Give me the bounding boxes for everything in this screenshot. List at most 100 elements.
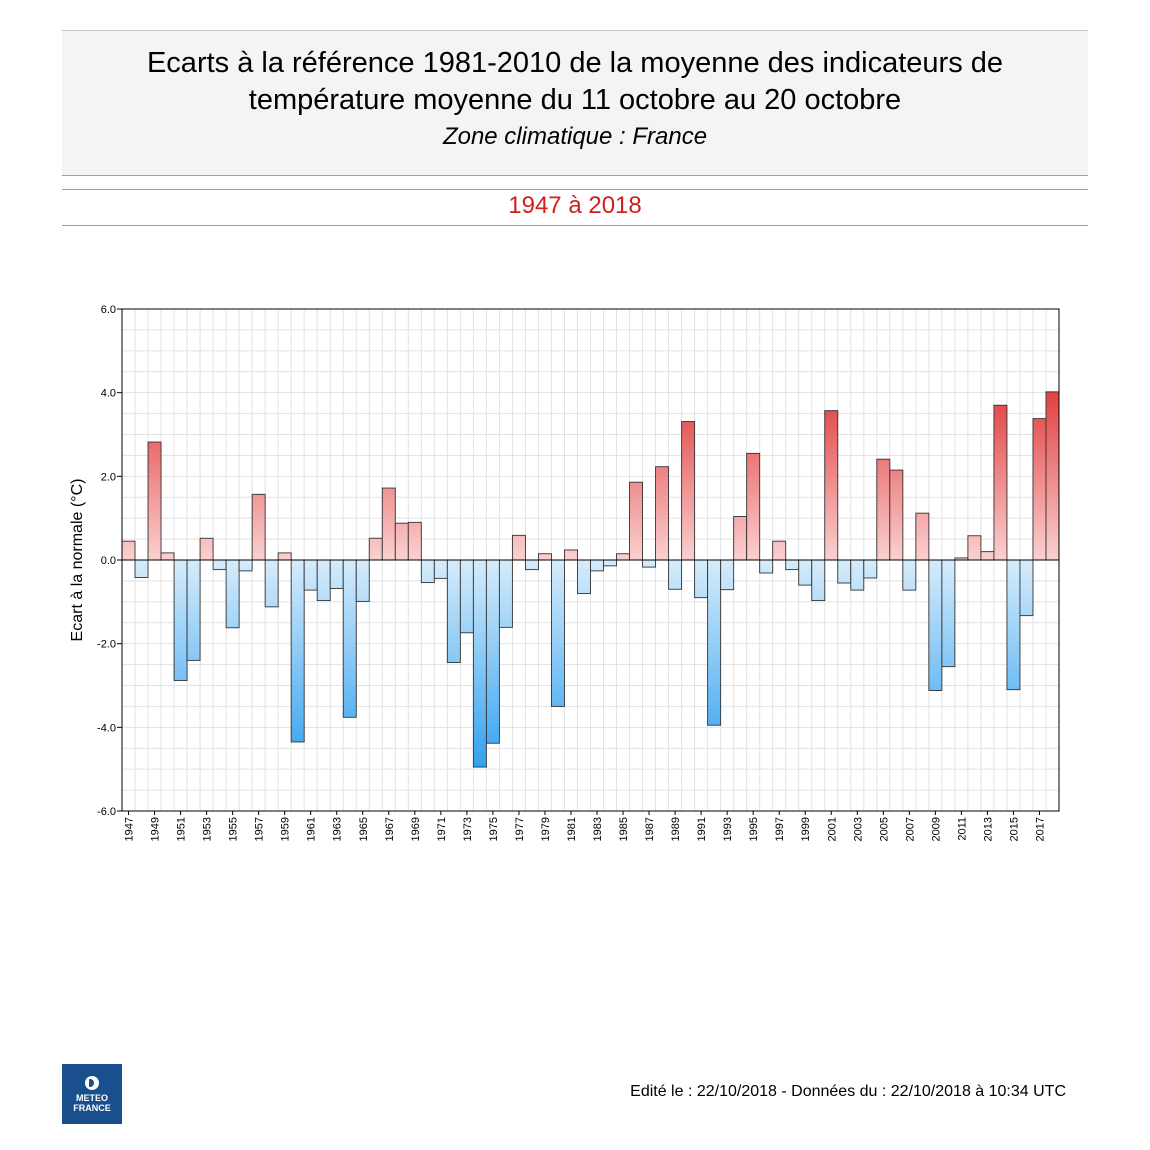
x-tick-label: 1977 [514, 817, 526, 841]
x-tick-label: 1953 [202, 817, 214, 841]
bar-1948 [134, 559, 149, 579]
x-tick-label: 2007 [904, 817, 916, 841]
x-tick-label: 2003 [852, 817, 864, 841]
bar-2001 [824, 410, 839, 561]
x-tick-label: 1967 [384, 817, 396, 841]
x-tick-label: 1993 [722, 817, 734, 841]
y-tick-label: -4.0 [97, 722, 116, 734]
bar-1966 [368, 537, 383, 561]
bar-1975 [485, 559, 500, 744]
x-tick-label: 2017 [1034, 817, 1046, 841]
bar-1994 [733, 516, 748, 561]
bar-1949 [147, 441, 162, 561]
bar-1951 [173, 559, 188, 681]
bar-2004 [863, 559, 878, 579]
bar-1959 [277, 552, 292, 561]
y-axis-label: Ecart à la normale (°C) [69, 479, 86, 642]
bar-1985 [616, 553, 630, 561]
bar-2002 [837, 559, 852, 584]
x-tick-label: 1981 [566, 817, 578, 841]
bar-1955 [225, 559, 240, 629]
bar-1962 [316, 559, 331, 602]
bar-1987 [642, 559, 657, 568]
x-tick-label: 1997 [774, 817, 786, 841]
bar-1981 [564, 549, 578, 561]
bar-1965 [355, 559, 370, 602]
bar-2014 [993, 404, 1008, 561]
bar-1947 [121, 540, 136, 561]
x-tick-label: 1991 [696, 817, 708, 841]
bar-1956 [238, 559, 253, 572]
x-tick-label: 1963 [332, 817, 344, 841]
bar-1999 [798, 559, 813, 586]
bar-1971 [433, 559, 448, 579]
x-tick-label: 1979 [540, 817, 552, 841]
bar-1960 [290, 559, 305, 743]
bar-2008 [915, 512, 930, 561]
chart-subtitle: Zone climatique : France [442, 123, 708, 150]
y-tick-label: 4.0 [101, 388, 116, 400]
x-tick-label: 2011 [956, 817, 968, 841]
bar-1990 [681, 421, 696, 561]
bar-1977 [511, 534, 526, 561]
x-tick-label: 1971 [436, 817, 448, 841]
x-tick-label: 1951 [176, 817, 188, 841]
bar-1957 [251, 493, 266, 561]
bar-1982 [577, 559, 591, 594]
x-tick-label: 1959 [280, 817, 292, 841]
bar-1980 [551, 559, 565, 707]
logo-text-line2: FRANCE [73, 1102, 111, 1113]
x-tick-label: 1985 [618, 817, 630, 841]
bar-1996 [759, 559, 774, 574]
bar-2006 [889, 469, 904, 561]
bar-1973 [459, 559, 474, 634]
bar-2018 [1045, 391, 1060, 561]
header-divider-top [62, 189, 1088, 190]
x-tick-label: 1961 [306, 817, 318, 841]
x-tick-label: 1955 [228, 817, 240, 841]
bar-1986 [629, 481, 643, 561]
x-tick-label: 1973 [462, 817, 474, 841]
y-tick-label: 6.0 [101, 304, 116, 316]
bar-1976 [498, 559, 513, 628]
logo-text-line1: METEO [75, 1092, 108, 1103]
bar-1952 [186, 559, 201, 661]
chart-title-line2: température moyenne du 11 octobre au 20 … [248, 84, 902, 116]
y-tick-label: 2.0 [101, 471, 116, 483]
bar-1968 [394, 522, 409, 561]
bar-2000 [811, 559, 826, 602]
bar-1954 [212, 559, 227, 571]
period-label: 1947 à 2018 [508, 192, 642, 219]
x-tick-label: 1983 [592, 817, 604, 841]
x-tick-label: 1949 [150, 817, 162, 841]
x-tick-label: 1947 [124, 817, 136, 841]
bar-1992 [707, 559, 722, 726]
meteo-france-emblem-icon [85, 1075, 99, 1090]
bar-1984 [603, 559, 617, 567]
bar-1998 [785, 559, 800, 571]
x-tick-label: 2009 [930, 817, 942, 841]
bar-1995 [746, 452, 761, 561]
x-tick-label: 2005 [878, 817, 890, 841]
x-tick-label: 2001 [826, 817, 838, 841]
bar-1958 [264, 559, 279, 608]
bar-1953 [199, 537, 214, 561]
bar-1970 [420, 559, 435, 584]
x-tick-label: 1957 [254, 817, 266, 841]
bar-2015 [1006, 559, 1021, 691]
y-tick-label: 0.0 [101, 555, 116, 567]
bar-1964 [342, 559, 357, 718]
bar-1963 [329, 559, 344, 589]
bar-1993 [720, 559, 735, 591]
bar-2009 [928, 559, 943, 691]
bar-1972 [446, 559, 461, 663]
bar-2007 [902, 559, 917, 591]
bar-1967 [381, 487, 396, 561]
y-tick-label: -2.0 [97, 639, 116, 651]
bar-1997 [772, 540, 787, 561]
bar-1983 [590, 559, 604, 572]
bar-2012 [967, 535, 982, 561]
x-tick-label: 1969 [410, 817, 422, 841]
bar-1978 [524, 559, 539, 571]
